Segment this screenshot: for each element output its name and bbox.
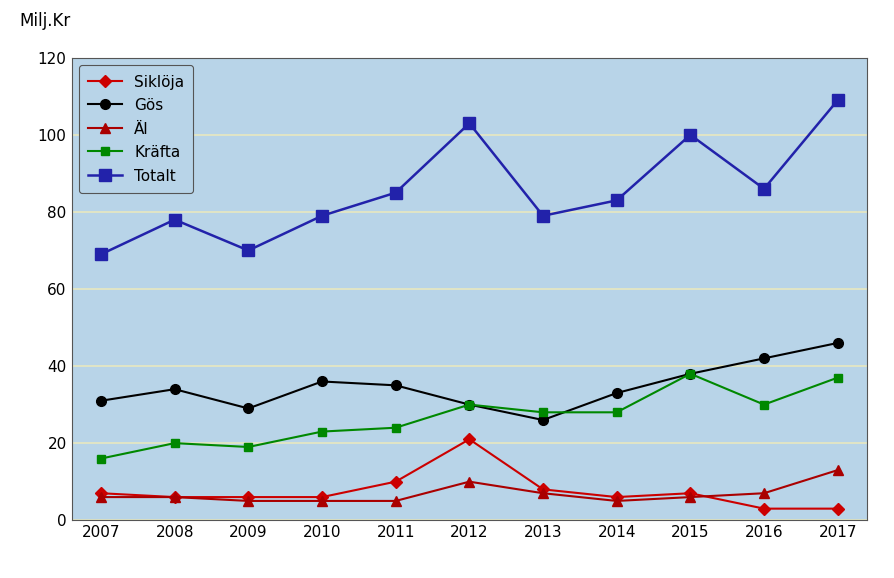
Gös — [243, 405, 254, 412]
Siklöja — [316, 494, 327, 501]
Kräfta — [96, 455, 106, 462]
Totalt — [685, 131, 696, 138]
Text: Milj.Kr: Milj.Kr — [20, 12, 71, 30]
Äl — [832, 466, 843, 473]
Siklöja — [391, 478, 401, 485]
Totalt — [391, 189, 401, 196]
Line: Kräfta: Kräfta — [97, 369, 842, 463]
Gös — [391, 382, 401, 389]
Äl — [169, 494, 180, 501]
Totalt — [537, 212, 548, 219]
Siklöja — [96, 490, 106, 497]
Totalt — [464, 120, 475, 127]
Äl — [243, 498, 254, 505]
Siklöja — [243, 494, 254, 501]
Gös — [96, 397, 106, 404]
Äl — [537, 490, 548, 497]
Kräfta — [243, 443, 254, 450]
Äl — [464, 478, 475, 485]
Kräfta — [537, 409, 548, 416]
Totalt — [611, 197, 622, 204]
Siklöja — [685, 490, 696, 497]
Kräfta — [685, 370, 696, 377]
Äl — [611, 498, 622, 505]
Äl — [316, 498, 327, 505]
Gös — [537, 417, 548, 424]
Totalt — [243, 247, 254, 254]
Gös — [611, 390, 622, 397]
Kräfta — [391, 424, 401, 431]
Kräfta — [464, 401, 475, 408]
Äl — [391, 498, 401, 505]
Gös — [685, 370, 696, 377]
Gös — [832, 339, 843, 346]
Kräfta — [169, 440, 180, 447]
Äl — [96, 494, 106, 501]
Kräfta — [611, 409, 622, 416]
Gös — [759, 355, 770, 362]
Totalt — [316, 212, 327, 219]
Legend: Siklöja, Gös, Äl, Kräfta, Totalt: Siklöja, Gös, Äl, Kräfta, Totalt — [80, 65, 193, 192]
Äl — [759, 490, 770, 497]
Totalt — [759, 186, 770, 192]
Siklöja — [464, 436, 475, 443]
Line: Äl: Äl — [97, 465, 842, 506]
Totalt — [832, 97, 843, 103]
Totalt — [169, 216, 180, 223]
Totalt — [96, 251, 106, 258]
Siklöja — [169, 494, 180, 501]
Kräfta — [759, 401, 770, 408]
Siklöja — [759, 505, 770, 512]
Line: Gös: Gös — [97, 338, 842, 425]
Kräfta — [316, 428, 327, 435]
Gös — [316, 378, 327, 385]
Line: Totalt: Totalt — [96, 95, 843, 260]
Kräfta — [832, 374, 843, 381]
Siklöja — [537, 486, 548, 493]
Siklöja — [832, 505, 843, 512]
Siklöja — [611, 494, 622, 501]
Äl — [685, 494, 696, 501]
Line: Siklöja: Siklöja — [97, 435, 842, 513]
Gös — [464, 401, 475, 408]
Gös — [169, 386, 180, 392]
